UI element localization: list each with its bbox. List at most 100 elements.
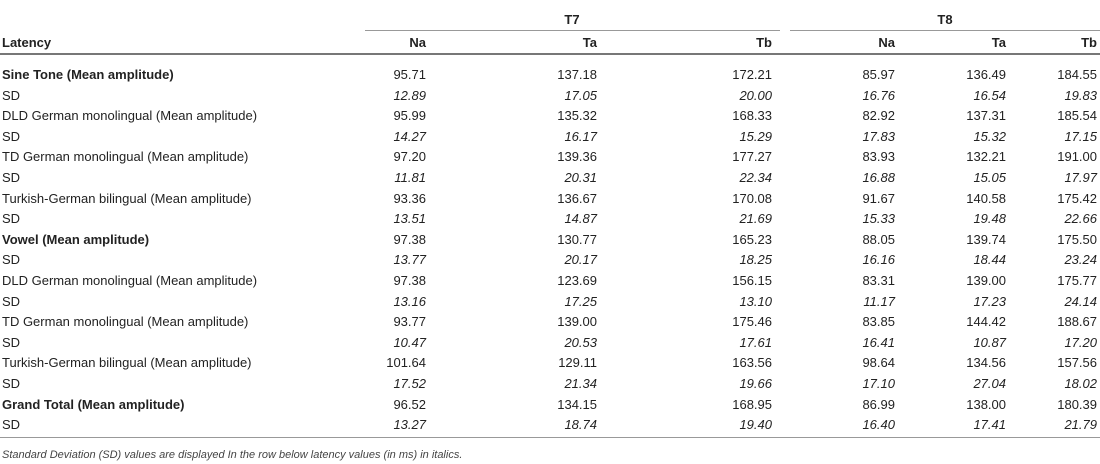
row-label: SD: [2, 334, 21, 350]
cell-value: 19.66: [739, 376, 772, 391]
row-label: Vowel (Mean amplitude): [2, 231, 150, 247]
row-label: SD: [2, 417, 21, 433]
cell-value: 82.92: [862, 108, 895, 124]
cell-value: 21.79: [1064, 417, 1097, 433]
cell-value: 16.17: [564, 128, 597, 144]
cell-value: 132.21: [966, 149, 1006, 165]
cell-value: 137.18: [557, 67, 597, 82]
row-label: Sine Tone (Mean amplitude): [2, 67, 174, 82]
cell-value: 20.17: [564, 252, 597, 268]
cell-value: 17.52: [393, 376, 426, 391]
cell-value: 15.32: [973, 128, 1006, 144]
cell-value: 20.53: [564, 334, 597, 350]
cell-value: 15.05: [973, 170, 1006, 185]
cell-value: 10.87: [973, 334, 1006, 350]
cell-value: 12.89: [393, 87, 426, 103]
cell-value: 97.38: [393, 231, 426, 247]
cell-value: 93.36: [393, 190, 426, 206]
row-label: Turkish-German bilingual (Mean amplitude…: [2, 190, 252, 206]
cell-value: 21.34: [564, 376, 597, 391]
cell-value: 17.25: [564, 293, 597, 309]
cell-value: 11.17: [863, 293, 895, 309]
row-label: SD: [2, 170, 21, 185]
cell-value: 83.85: [862, 314, 895, 330]
row-label: Turkish-German bilingual (Mean amplitude…: [2, 355, 252, 371]
cell-value: 11.81: [394, 170, 426, 185]
cell-value: 86.99: [862, 396, 895, 412]
cell-value: 97.20: [393, 149, 426, 165]
cell-value: 15.33: [862, 211, 895, 227]
cell-value: 21.69: [739, 211, 772, 227]
bottom-rule: [0, 437, 1100, 438]
footnote: Standard Deviation (SD) values are displ…: [2, 449, 463, 461]
cell-value: 123.69: [557, 273, 597, 288]
cell-value: 184.55: [1057, 67, 1097, 82]
cell-value: 185.54: [1057, 108, 1097, 124]
cell-value: 138.00: [966, 396, 1006, 412]
header-rule: [0, 53, 1100, 55]
group-header: T8: [937, 12, 953, 27]
cell-value: 177.27: [732, 149, 772, 165]
cell-value: 22.66: [1064, 211, 1097, 227]
cell-value: 13.77: [393, 252, 426, 268]
cell-value: 16.54: [973, 87, 1006, 103]
cell-value: 16.41: [862, 334, 895, 350]
cell-value: 139.74: [966, 231, 1006, 247]
cell-value: 129.11: [558, 355, 597, 371]
cell-value: 17.61: [739, 334, 772, 350]
cell-value: 139.36: [557, 149, 597, 165]
row-label: SD: [2, 211, 21, 227]
cell-value: 97.38: [393, 273, 426, 288]
cell-value: 17.23: [973, 293, 1006, 309]
cell-value: 140.58: [966, 190, 1006, 206]
cell-value: 85.97: [862, 67, 895, 82]
cell-value: 10.47: [393, 334, 426, 350]
cell-value: 96.52: [393, 396, 426, 412]
cell-value: 136.67: [557, 190, 597, 206]
cell-value: 19.40: [739, 417, 772, 433]
cell-value: 137.31: [966, 108, 1006, 124]
row-label: DLD German monolingual (Mean amplitude): [2, 273, 258, 288]
cell-value: 16.40: [862, 417, 895, 433]
group-header: T7: [564, 12, 580, 27]
cell-value: 180.39: [1057, 396, 1097, 412]
cell-value: 17.97: [1064, 170, 1097, 185]
column-header: Ta: [582, 35, 597, 50]
cell-value: 188.67: [1057, 314, 1097, 330]
cell-value: 95.99: [393, 108, 426, 124]
cell-value: 23.24: [1064, 252, 1097, 268]
cell-value: 175.77: [1057, 273, 1097, 288]
cell-value: 175.50: [1057, 231, 1097, 247]
cell-value: 18.25: [739, 252, 772, 268]
cell-value: 83.93: [862, 149, 895, 165]
row-label: SD: [2, 293, 21, 309]
cell-value: 135.32: [557, 108, 597, 124]
cell-value: 24.14: [1064, 293, 1097, 309]
cell-value: 95.71: [393, 67, 426, 82]
cell-value: 16.88: [862, 170, 895, 185]
cell-value: 168.95: [732, 396, 772, 412]
cell-value: 157.56: [1057, 355, 1097, 371]
row-label: SD: [2, 87, 21, 103]
cell-value: 134.15: [557, 396, 597, 412]
column-header: Na: [878, 35, 895, 50]
cell-value: 165.23: [732, 231, 772, 247]
group-rule: [790, 30, 1100, 31]
cell-value: 17.20: [1064, 334, 1097, 350]
cell-value: 15.29: [739, 128, 772, 144]
cell-value: 17.83: [862, 128, 895, 144]
row-label: Grand Total (Mean amplitude): [2, 396, 185, 412]
row-label: TD German monolingual (Mean amplitude): [2, 314, 249, 330]
row-label: SD: [2, 252, 21, 268]
cell-value: 88.05: [862, 231, 895, 247]
cell-value: 19.48: [973, 211, 1006, 227]
row-label: SD: [2, 128, 21, 144]
cell-value: 98.64: [862, 355, 895, 371]
cell-value: 13.51: [393, 211, 426, 227]
column-header: Ta: [991, 35, 1006, 50]
cell-value: 18.74: [564, 417, 597, 433]
cell-value: 101.64: [386, 355, 426, 371]
column-header: Tb: [1081, 35, 1097, 50]
cell-value: 16.76: [862, 87, 895, 103]
